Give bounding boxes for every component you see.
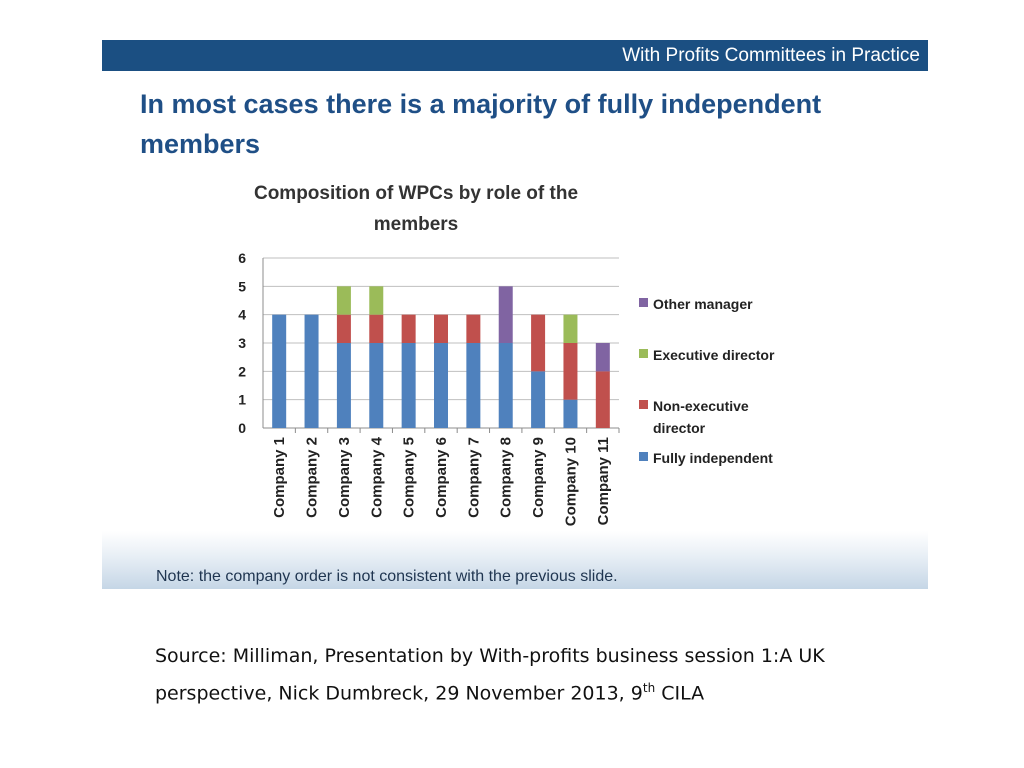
legend-label: Fully independent — [653, 450, 773, 466]
x-category-label: Company 2 — [304, 437, 321, 518]
bar-segment-executive-director — [563, 314, 578, 343]
bar-segment-executive-director — [336, 286, 351, 315]
bar-segment-fully-independent — [336, 343, 351, 428]
bar-segment-non-executive-director — [336, 314, 351, 343]
slide: With Profits Committees in Practice In m… — [102, 40, 928, 589]
x-category-label: Company 9 — [530, 437, 547, 518]
x-category-label: Company 3 — [336, 437, 353, 518]
bar-segment-fully-independent — [531, 371, 546, 428]
x-category-label: Company 1 — [271, 437, 288, 518]
bar-segment-other-manager — [595, 343, 610, 372]
legend-swatch — [639, 349, 648, 358]
bar-segment-other-manager — [498, 286, 513, 343]
legend-label: Non-executive — [653, 398, 749, 414]
bar-segment-non-executive-director — [369, 314, 384, 343]
legend-label: Executive director — [653, 347, 775, 363]
bar-segment-fully-independent — [272, 314, 287, 428]
y-tick-label: 3 — [238, 335, 246, 351]
y-tick-label: 4 — [238, 307, 246, 323]
source-text: Source: Milliman, Presentation by With-p… — [155, 645, 825, 705]
x-category-label: Company 11 — [595, 437, 612, 525]
bar-segment-fully-independent — [563, 399, 578, 428]
x-category-label: Company 4 — [368, 436, 385, 518]
bar-segment-executive-director — [369, 286, 384, 315]
y-tick-label: 2 — [238, 363, 246, 379]
x-category-label: Company 5 — [401, 437, 418, 518]
chart-title-line: Composition of WPCs by role of the — [254, 183, 578, 204]
bar-segment-fully-independent — [498, 343, 513, 428]
slide-banner: With Profits Committees in Practice — [102, 40, 928, 71]
x-category-label: Company 8 — [498, 437, 515, 518]
slide-title: In most cases there is a majority of ful… — [140, 89, 822, 159]
bar-segment-fully-independent — [466, 343, 481, 428]
y-tick-label: 5 — [238, 278, 246, 294]
legend-swatch — [639, 400, 648, 409]
bar-segment-fully-independent — [304, 314, 319, 428]
x-category-label: Company 7 — [465, 437, 482, 518]
legend-label: Other manager — [653, 296, 753, 312]
y-tick-label: 6 — [238, 250, 246, 266]
bar-segment-non-executive-director — [595, 371, 610, 428]
slide-note: Note: the company order is not consisten… — [156, 568, 618, 585]
source-citation: Source: Milliman, Presentation by With-p… — [155, 640, 875, 709]
footer-band — [102, 531, 928, 589]
chart-title-line: members — [374, 214, 459, 235]
bar-segment-fully-independent — [401, 343, 416, 428]
bar-segment-fully-independent — [434, 343, 448, 428]
y-tick-label: 1 — [238, 392, 246, 408]
bar-segment-non-executive-director — [466, 314, 481, 343]
legend-label: director — [653, 420, 706, 436]
stacked-bar-chart: Composition of WPCs by role of the member… — [238, 183, 775, 526]
source-superscript: th — [642, 681, 656, 695]
bar-segment-non-executive-director — [563, 343, 578, 400]
bar-segment-non-executive-director — [401, 314, 416, 343]
x-category-label: Company 10 — [562, 437, 579, 526]
bar-segment-fully-independent — [369, 343, 384, 428]
legend-swatch — [639, 452, 648, 461]
x-category-label: Company 6 — [433, 437, 450, 518]
bar-segment-non-executive-director — [531, 314, 546, 372]
y-tick-label: 0 — [238, 420, 246, 436]
legend-swatch — [639, 298, 648, 307]
source-suffix: CILA — [655, 682, 705, 705]
bar-segment-non-executive-director — [434, 314, 448, 343]
banner-title: With Profits Committees in Practice — [622, 45, 920, 66]
